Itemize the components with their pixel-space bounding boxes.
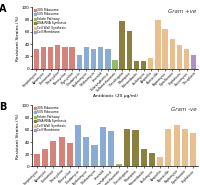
Bar — [105, 49, 111, 69]
Bar — [84, 47, 89, 69]
Bar — [41, 47, 46, 69]
Y-axis label: Resistant Strains (%): Resistant Strains (%) — [16, 15, 20, 61]
Bar — [182, 129, 188, 166]
Bar — [162, 29, 168, 69]
Bar — [112, 60, 118, 69]
Bar — [165, 129, 171, 166]
X-axis label: Antibiotic (20 μg/ml): Antibiotic (20 μg/ml) — [93, 94, 137, 98]
Bar — [59, 137, 65, 166]
Bar — [62, 47, 68, 69]
Bar — [157, 157, 163, 166]
Bar — [100, 127, 106, 166]
Bar — [184, 49, 189, 69]
Bar — [67, 143, 73, 166]
Bar — [69, 47, 75, 69]
Bar — [75, 125, 81, 166]
Bar — [148, 58, 153, 69]
Bar — [91, 145, 98, 166]
Text: B: B — [0, 102, 6, 112]
Bar — [155, 20, 161, 69]
Bar — [134, 61, 139, 69]
Bar — [83, 137, 89, 166]
Text: Gram +ve: Gram +ve — [168, 9, 196, 14]
Text: A: A — [0, 4, 6, 14]
Bar — [174, 125, 180, 166]
Text: Gram -ve: Gram -ve — [171, 107, 196, 112]
Bar — [190, 133, 196, 166]
Bar — [98, 47, 103, 69]
Bar — [34, 49, 39, 69]
Bar — [170, 39, 175, 69]
Bar — [124, 129, 130, 166]
Bar — [127, 31, 132, 69]
Bar — [119, 21, 125, 69]
Bar — [55, 45, 60, 69]
Bar — [108, 131, 114, 166]
Legend: 30S Ribosome, 50S Ribosome, Folate Pathway, DNA/RNA Synthesis, Cell Wall Synthes: 30S Ribosome, 50S Ribosome, Folate Pathw… — [34, 106, 67, 132]
Bar — [77, 55, 82, 69]
Bar — [34, 154, 40, 166]
Bar — [149, 153, 155, 167]
Bar — [141, 149, 147, 166]
Bar — [91, 49, 96, 69]
Bar — [141, 61, 146, 69]
Bar — [132, 130, 139, 166]
Y-axis label: Resistant Strains (%): Resistant Strains (%) — [16, 113, 20, 159]
Bar — [191, 55, 196, 69]
Bar — [48, 47, 53, 69]
Bar — [177, 45, 182, 69]
Bar — [116, 164, 122, 166]
Bar — [50, 141, 56, 166]
Bar — [42, 149, 48, 166]
Legend: 30S Ribosome, 50S Ribosome, Folate Pathway, DNA/RNA Synthesis, Cell Wall Synthes: 30S Ribosome, 50S Ribosome, Folate Pathw… — [34, 8, 67, 35]
